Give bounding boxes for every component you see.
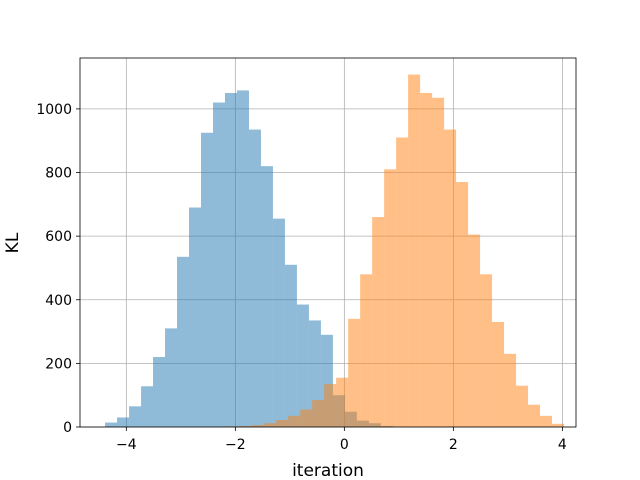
histogram-bar-series-1 xyxy=(224,92,237,427)
histogram-bar-series-2 xyxy=(360,274,373,427)
histogram-bar-series-2 xyxy=(324,384,337,427)
histogram-bar-series-1 xyxy=(236,90,249,428)
histogram-bar-series-2 xyxy=(492,322,505,427)
histogram-bars xyxy=(105,74,565,428)
histogram-bar-series-1 xyxy=(105,422,118,427)
histogram-bar-series-2 xyxy=(264,423,277,427)
histogram-bar-series-2 xyxy=(528,404,541,427)
histogram-bar-series-1 xyxy=(165,328,178,427)
histogram-bar-series-1 xyxy=(248,129,261,427)
histogram-bar-series-2 xyxy=(348,318,361,427)
y-tick-label: 0 xyxy=(63,420,72,436)
histogram-bar-series-1 xyxy=(201,132,213,427)
histogram-bar-series-2 xyxy=(300,409,313,427)
histogram-bar-series-2 xyxy=(336,377,349,427)
histogram-bar-series-2 xyxy=(372,217,385,427)
histogram-bar-series-2 xyxy=(480,274,493,427)
histogram-bar-series-1 xyxy=(189,207,202,427)
y-tick-label: 600 xyxy=(45,229,72,245)
y-tick-label: 1000 xyxy=(36,102,72,118)
x-tick-label: 4 xyxy=(558,437,567,453)
histogram-bar-series-2 xyxy=(288,415,301,427)
histogram-bar-series-1 xyxy=(153,357,166,427)
x-tick-label: 2 xyxy=(449,437,458,453)
histogram-bar-series-2 xyxy=(468,234,481,427)
histogram-bar-series-2 xyxy=(456,182,469,427)
y-tick-label: 800 xyxy=(45,166,72,182)
histogram-bar-series-2 xyxy=(276,420,289,427)
x-tick-label: 0 xyxy=(340,437,349,453)
histogram-bar-series-2 xyxy=(384,169,397,427)
histogram-bar-series-2 xyxy=(240,426,253,427)
histogram-bar-series-1 xyxy=(129,406,142,427)
histogram-bar-series-1 xyxy=(117,417,130,427)
histogram-bar-series-1 xyxy=(177,256,190,427)
histogram-bar-series-2 xyxy=(420,92,433,427)
histogram-bar-series-2 xyxy=(552,423,565,427)
histogram-bar-series-2 xyxy=(408,74,421,427)
histogram-bar-series-2 xyxy=(312,399,325,427)
histogram-bar-series-2 xyxy=(504,353,517,427)
histogram-bar-series-2 xyxy=(540,415,553,427)
plot-frame xyxy=(79,57,577,428)
histogram-bar-series-1 xyxy=(296,304,309,427)
histogram-bar-series-1 xyxy=(141,386,154,427)
x-tick-label: −2 xyxy=(225,437,246,453)
y-tick-label: 400 xyxy=(45,293,72,309)
x-tick-label: −4 xyxy=(116,437,137,453)
y-axis-label: KL xyxy=(3,232,23,253)
histogram-bar-series-2 xyxy=(444,129,457,427)
histogram-bar-series-2 xyxy=(432,97,445,427)
histogram-bar-series-1 xyxy=(320,334,333,427)
histogram-bar-series-1 xyxy=(272,218,285,427)
histogram-bar-series-1 xyxy=(212,102,225,427)
histogram-bar-series-2 xyxy=(516,385,529,427)
histogram-bar-series-1 xyxy=(308,320,321,427)
histogram-bar-series-2 xyxy=(396,137,409,427)
y-tick-label: 200 xyxy=(45,356,72,372)
axis-ticks: −4 −2 0 2 4 0 200 400 600 800 1000 xyxy=(36,102,567,453)
histogram-bar-series-2 xyxy=(252,425,265,427)
x-axis-label: iteration xyxy=(292,461,364,480)
histogram-bar-series-1 xyxy=(260,166,273,428)
histogram-bar-series-1 xyxy=(284,264,297,427)
